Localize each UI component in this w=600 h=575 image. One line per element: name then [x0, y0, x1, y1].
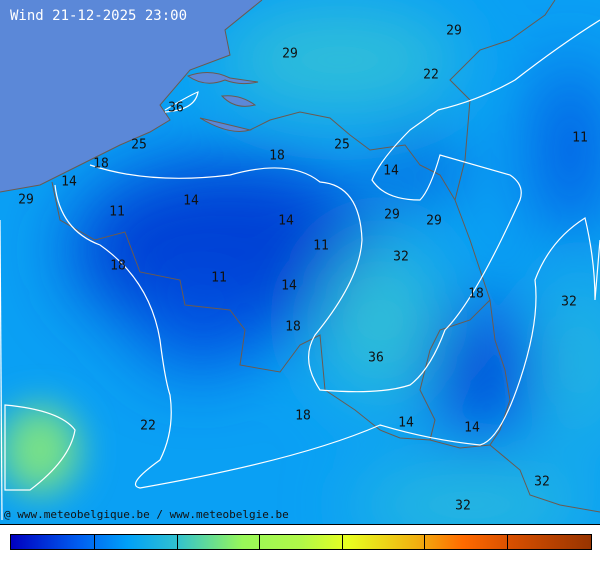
wind-label: 18	[295, 408, 311, 424]
wind-label: 32	[534, 474, 550, 490]
wind-label: 14	[278, 213, 294, 229]
wind-label: 18	[110, 258, 126, 274]
wind-label: 36	[368, 350, 384, 366]
wind-label: 25	[131, 137, 147, 153]
wind-label: 29	[446, 23, 462, 39]
wind-label: 14	[464, 420, 480, 436]
map-title: Wind 21-12-2025 23:00	[10, 8, 188, 24]
wind-label: 18	[468, 286, 484, 302]
isolines	[0, 19, 600, 521]
wind-label: 22	[423, 67, 439, 83]
wind-label: 14	[61, 174, 77, 190]
wind-label: 32	[393, 249, 409, 265]
color-scale-bar	[10, 534, 592, 550]
wind-label: 18	[93, 156, 109, 172]
wind-label: 14	[281, 278, 297, 294]
wind-label: 14	[183, 193, 199, 209]
scale-tick	[94, 535, 95, 549]
wind-label: 29	[384, 207, 400, 223]
wind-label: 29	[282, 46, 298, 62]
wind-label: 29	[426, 213, 442, 229]
wind-label: 14	[383, 163, 399, 179]
wind-field	[0, 0, 600, 535]
wind-label: 29	[18, 192, 34, 208]
sea	[0, 0, 262, 192]
scale-tick	[259, 535, 260, 549]
wind-label: 18	[269, 148, 285, 164]
scale-tick	[177, 535, 178, 549]
wind-label: 36	[168, 100, 184, 116]
wind-label: 11	[572, 130, 588, 146]
scale-tick	[424, 535, 425, 549]
wind-label: 11	[211, 270, 227, 286]
scale-tick	[507, 535, 508, 549]
high-wind-area	[0, 405, 80, 495]
scale-tick	[342, 535, 343, 549]
wind-label: 25	[334, 137, 350, 153]
wind-map: Wind 21-12-2025 23:00 @ www.meteobelgiqu…	[0, 0, 600, 535]
credit-text: @ www.meteobelgique.be / www.meteobelgie…	[4, 508, 289, 521]
wind-label: 11	[109, 204, 125, 220]
wind-label: 22	[140, 418, 156, 434]
wind-label: 14	[398, 415, 414, 431]
wind-label: 32	[561, 294, 577, 310]
wind-label: 11	[313, 238, 329, 254]
wind-label: 18	[285, 319, 301, 335]
wind-label: 32	[455, 498, 471, 514]
country-borders	[0, 0, 600, 513]
